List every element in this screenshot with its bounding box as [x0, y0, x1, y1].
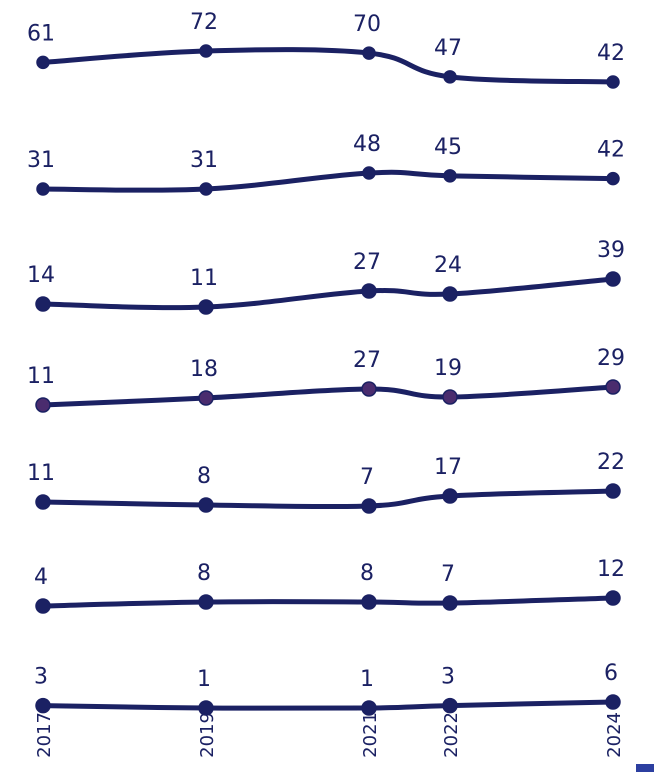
data-label: 7 — [441, 562, 455, 587]
data-point — [36, 182, 50, 196]
data-label: 29 — [597, 346, 625, 371]
data-label: 18 — [190, 357, 218, 382]
series-line-5 — [40, 488, 616, 510]
data-point — [442, 286, 458, 302]
data-point — [199, 44, 213, 58]
series-line-2 — [40, 169, 616, 193]
data-label: 70 — [353, 12, 381, 37]
data-point — [605, 483, 621, 499]
data-label: 6 — [604, 661, 618, 686]
series-row-1: 61 72 70 47 42 — [27, 10, 625, 89]
series-row-2: 31 31 48 45 42 — [27, 132, 625, 196]
data-label: 47 — [434, 36, 462, 61]
data-point — [605, 379, 621, 395]
data-label: 31 — [190, 148, 218, 173]
data-point — [35, 296, 51, 312]
series-row-5: 11 8 7 17 22 — [27, 450, 625, 514]
data-label: 14 — [27, 263, 55, 288]
series-line-6 — [40, 595, 616, 609]
data-label: 72 — [190, 10, 218, 35]
data-point — [362, 46, 376, 60]
data-point — [198, 390, 214, 406]
series-row-4: 11 18 27 19 29 — [27, 346, 625, 413]
data-point — [36, 55, 50, 70]
data-label: 17 — [434, 455, 462, 480]
data-label: 11 — [27, 461, 55, 486]
data-point — [606, 75, 620, 89]
data-point — [198, 497, 214, 513]
data-point — [361, 700, 377, 716]
data-point — [199, 182, 213, 196]
data-label: 27 — [353, 250, 381, 275]
x-tick-label: 2022 — [441, 712, 462, 758]
data-point — [361, 594, 377, 610]
series-row-7: 3 1 1 3 6 — [34, 661, 621, 716]
corner-accent — [636, 764, 654, 772]
x-tick-label: 2024 — [604, 712, 625, 758]
data-label: 24 — [434, 253, 462, 278]
data-point — [605, 590, 621, 606]
data-point — [605, 271, 621, 287]
data-label: 3 — [34, 665, 48, 690]
data-point — [362, 166, 376, 180]
data-label: 22 — [597, 450, 625, 475]
data-point — [442, 488, 458, 504]
data-label: 12 — [597, 557, 625, 582]
data-label: 8 — [360, 561, 374, 586]
x-tick-label: 2019 — [197, 712, 218, 758]
data-label: 19 — [434, 356, 462, 381]
data-point — [35, 598, 51, 614]
series-line-1 — [40, 47, 616, 85]
series-line-3 — [40, 276, 616, 311]
data-label: 4 — [34, 565, 48, 590]
data-point — [442, 595, 458, 611]
series-line-7 — [40, 699, 616, 711]
data-point — [361, 381, 377, 397]
data-point — [443, 70, 457, 84]
x-tick-label: 2021 — [360, 712, 381, 758]
data-label: 11 — [27, 364, 55, 389]
data-point — [606, 171, 620, 186]
series-row-6: 4 8 8 7 12 — [34, 557, 625, 614]
data-point — [442, 697, 458, 714]
data-label: 42 — [597, 41, 625, 66]
data-label: 1 — [360, 667, 374, 692]
data-point — [35, 494, 51, 510]
series-row-3: 14 11 27 24 39 — [27, 238, 625, 315]
data-label: 8 — [197, 464, 211, 489]
data-point — [605, 694, 621, 710]
data-label: 1 — [197, 667, 211, 692]
data-point — [198, 594, 214, 610]
data-point — [198, 700, 214, 716]
data-label: 42 — [597, 138, 625, 163]
series-line-4 — [40, 384, 616, 408]
data-point — [442, 389, 458, 405]
data-label: 39 — [597, 238, 625, 263]
data-label: 3 — [441, 665, 455, 690]
data-label: 31 — [27, 148, 55, 173]
data-point — [443, 169, 457, 183]
data-point — [198, 299, 214, 315]
data-point — [35, 697, 51, 714]
data-label: 45 — [434, 135, 462, 160]
data-label: 27 — [353, 348, 381, 373]
data-point — [361, 283, 377, 299]
data-label: 61 — [27, 21, 55, 46]
data-label: 7 — [360, 465, 374, 490]
data-point — [361, 498, 377, 514]
data-label: 48 — [353, 132, 381, 157]
data-label: 8 — [197, 561, 211, 586]
data-point — [35, 397, 51, 413]
x-tick-label: 2017 — [34, 712, 55, 758]
data-label: 11 — [190, 266, 218, 291]
